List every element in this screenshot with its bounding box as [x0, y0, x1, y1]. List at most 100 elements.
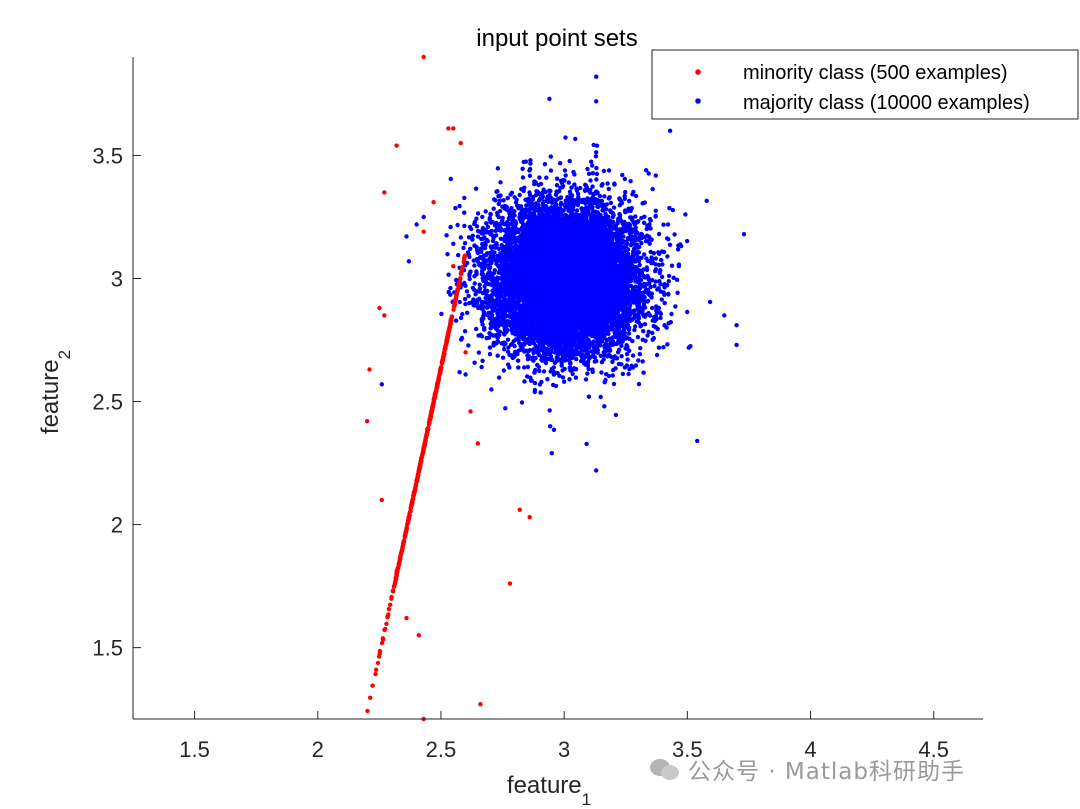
- data-point-majority: [468, 269, 473, 274]
- data-point-majority: [688, 344, 693, 349]
- data-point-majority: [462, 210, 467, 215]
- data-point-majority: [495, 353, 500, 358]
- data-point-majority: [684, 238, 690, 244]
- data-point-majority: [538, 181, 544, 187]
- data-point-majority: [484, 221, 489, 226]
- data-point-majority: [505, 337, 511, 342]
- data-point-majority: [527, 173, 533, 178]
- data-point-majority: [501, 368, 507, 373]
- data-point-majority: [537, 175, 542, 180]
- data-point-majority: [562, 168, 568, 173]
- data-point-majority: [487, 345, 493, 350]
- data-point-majority: [670, 207, 675, 213]
- data-point-majority: [665, 342, 670, 347]
- data-point-majority: [448, 285, 453, 291]
- data-point-majority: [552, 360, 558, 366]
- data-point-majority: [477, 282, 482, 287]
- data-point-majority: [641, 370, 646, 375]
- data-point-majority: [569, 185, 574, 190]
- data-point-majority: [594, 171, 600, 177]
- data-point-majority: [448, 224, 453, 230]
- data-point-majority: [548, 424, 553, 429]
- data-point-majority: [619, 354, 624, 359]
- data-point-majority: [585, 166, 590, 172]
- data-point-majority: [636, 381, 642, 387]
- data-point-majority: [571, 169, 576, 175]
- data-point-majority: [480, 322, 485, 327]
- data-point-majority: [644, 168, 649, 173]
- data-point-majority: [475, 228, 481, 234]
- chart-title: input point sets: [476, 25, 637, 52]
- data-point-majority: [525, 364, 531, 370]
- data-point-majority: [446, 289, 451, 295]
- data-point-majority: [637, 351, 642, 357]
- data-point-majority: [653, 173, 658, 178]
- data-point-majority: [495, 166, 501, 171]
- data-point-majority: [647, 217, 653, 222]
- data-point-majority: [645, 258, 650, 264]
- data-point-majority: [537, 368, 542, 374]
- data-point-majority: [483, 209, 488, 214]
- data-point-majority: [646, 171, 651, 176]
- data-point-majority: [462, 241, 468, 246]
- data-point-majority: [502, 347, 507, 352]
- data-point-majority: [620, 172, 625, 178]
- data-point-majority: [476, 350, 482, 355]
- data-point-majority: [674, 277, 680, 282]
- data-points: [364, 54, 747, 722]
- data-point-majority: [643, 338, 648, 343]
- data-point-majority: [520, 336, 525, 342]
- data-point-majority: [650, 186, 655, 192]
- data-point-majority: [666, 273, 672, 279]
- data-point-majority: [669, 263, 675, 268]
- data-point-majority: [567, 377, 572, 382]
- data-point-majority: [594, 165, 599, 171]
- data-point-majority: [496, 201, 501, 207]
- data-point-majority: [475, 234, 481, 239]
- data-point-majority: [497, 198, 503, 203]
- data-point-majority: [501, 198, 506, 203]
- data-point-majority: [612, 356, 617, 361]
- data-point-majority: [639, 255, 644, 260]
- data-point-majority: [666, 291, 671, 296]
- data-point-majority: [414, 222, 419, 227]
- data-point-majority: [538, 390, 543, 395]
- data-point-majority: [548, 154, 553, 159]
- data-point-majority: [479, 249, 484, 254]
- data-point-majority: [554, 176, 560, 181]
- data-point-majority: [489, 387, 494, 392]
- data-point-majority: [472, 263, 477, 268]
- data-point-majority: [653, 256, 659, 261]
- data-point-majority: [465, 310, 470, 315]
- data-point-majority: [496, 375, 502, 380]
- data-point-majority: [613, 366, 618, 371]
- data-point-majority: [446, 272, 451, 277]
- data-point-majority: [451, 241, 456, 246]
- data-point-majority: [675, 290, 680, 295]
- data-point-majority: [642, 252, 647, 257]
- data-point-majority: [665, 222, 671, 227]
- data-point-majority: [707, 299, 713, 305]
- data-point-majority: [627, 198, 632, 204]
- data-point-majority: [590, 171, 596, 176]
- data-point-majority: [528, 161, 533, 166]
- data-point-majority: [547, 408, 552, 413]
- data-point-majority: [620, 371, 626, 377]
- data-point-majority: [599, 370, 604, 375]
- data-point-majority: [453, 318, 459, 323]
- data-point-majority: [639, 240, 644, 246]
- data-point-majority: [633, 324, 638, 329]
- data-point-majority: [619, 343, 624, 348]
- data-point-majority: [486, 266, 492, 271]
- data-point-majority: [484, 305, 490, 310]
- data-point-majority: [573, 136, 578, 142]
- data-point-majority: [610, 373, 615, 378]
- data-point-majority: [491, 206, 496, 211]
- data-point-majority: [457, 299, 462, 305]
- data-point-majority: [615, 350, 621, 355]
- data-point-majority: [536, 364, 541, 370]
- data-point-majority: [671, 275, 676, 280]
- data-point-majority: [532, 380, 538, 386]
- data-point-majority: [590, 367, 595, 372]
